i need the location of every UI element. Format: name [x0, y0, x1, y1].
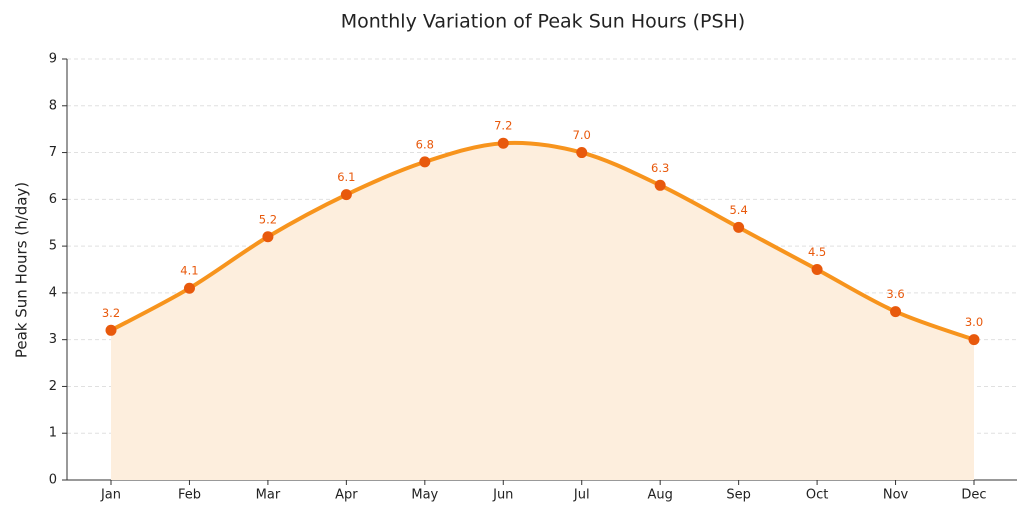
- marker: [340, 189, 352, 201]
- y-tick-label: 2: [49, 379, 57, 394]
- area: [111, 142, 974, 481]
- value-label: 3.0: [965, 315, 983, 329]
- x-tick-label: Jul: [573, 488, 590, 503]
- marker: [419, 156, 431, 168]
- marker: [811, 264, 823, 275]
- value-label: 5.4: [729, 203, 747, 217]
- value-label: 3.6: [886, 287, 904, 301]
- y-tick-label: 4: [49, 285, 57, 300]
- marker: [890, 306, 902, 318]
- y-tick-label: 8: [49, 98, 57, 113]
- marker: [262, 231, 274, 243]
- marker: [497, 137, 509, 149]
- y-tick-label: 9: [49, 52, 57, 67]
- value-label: 4.5: [808, 245, 826, 259]
- y-tick-label: 7: [49, 145, 57, 160]
- value-label: 3.2: [102, 306, 120, 320]
- x-tick-label: Jun: [492, 488, 513, 503]
- marker: [576, 147, 588, 159]
- x-tick-label: Jan: [100, 488, 121, 503]
- value-label: 5.2: [259, 212, 277, 226]
- x-tick-label: Dec: [961, 488, 986, 503]
- value-label: 7.2: [494, 119, 512, 133]
- line: [110, 140, 975, 342]
- marker: [654, 179, 666, 191]
- x-tick-label: Apr: [335, 488, 358, 503]
- x-tick-label: Aug: [647, 488, 672, 503]
- x-tick-label: May: [411, 488, 438, 503]
- x-tick-label: Sep: [726, 488, 751, 503]
- x-tick-label: Nov: [883, 488, 909, 503]
- y-tick-label: 1: [49, 426, 57, 441]
- value-label: 4.1: [180, 264, 198, 278]
- value-label: 7.0: [573, 128, 591, 142]
- y-tick-label: 6: [49, 192, 57, 207]
- y-tick-label: 5: [49, 239, 57, 254]
- value-label: 6.3: [651, 161, 669, 175]
- y-tick-label: 3: [49, 332, 57, 347]
- value-label: 6.1: [337, 170, 355, 184]
- chart-title: Monthly Variation of Peak Sun Hours (PSH…: [341, 11, 745, 33]
- marker: [183, 282, 195, 294]
- marker: [105, 324, 117, 336]
- marker: [733, 221, 745, 233]
- y-tick-label: 0: [49, 473, 57, 488]
- y-axis-label: Peak Sun Hours (h/day): [13, 182, 31, 358]
- x-tick-label: Mar: [256, 488, 281, 503]
- x-tick-label: Oct: [806, 488, 828, 503]
- marker: [968, 334, 980, 346]
- value-label: 6.8: [416, 137, 434, 151]
- x-tick-label: Feb: [178, 488, 201, 503]
